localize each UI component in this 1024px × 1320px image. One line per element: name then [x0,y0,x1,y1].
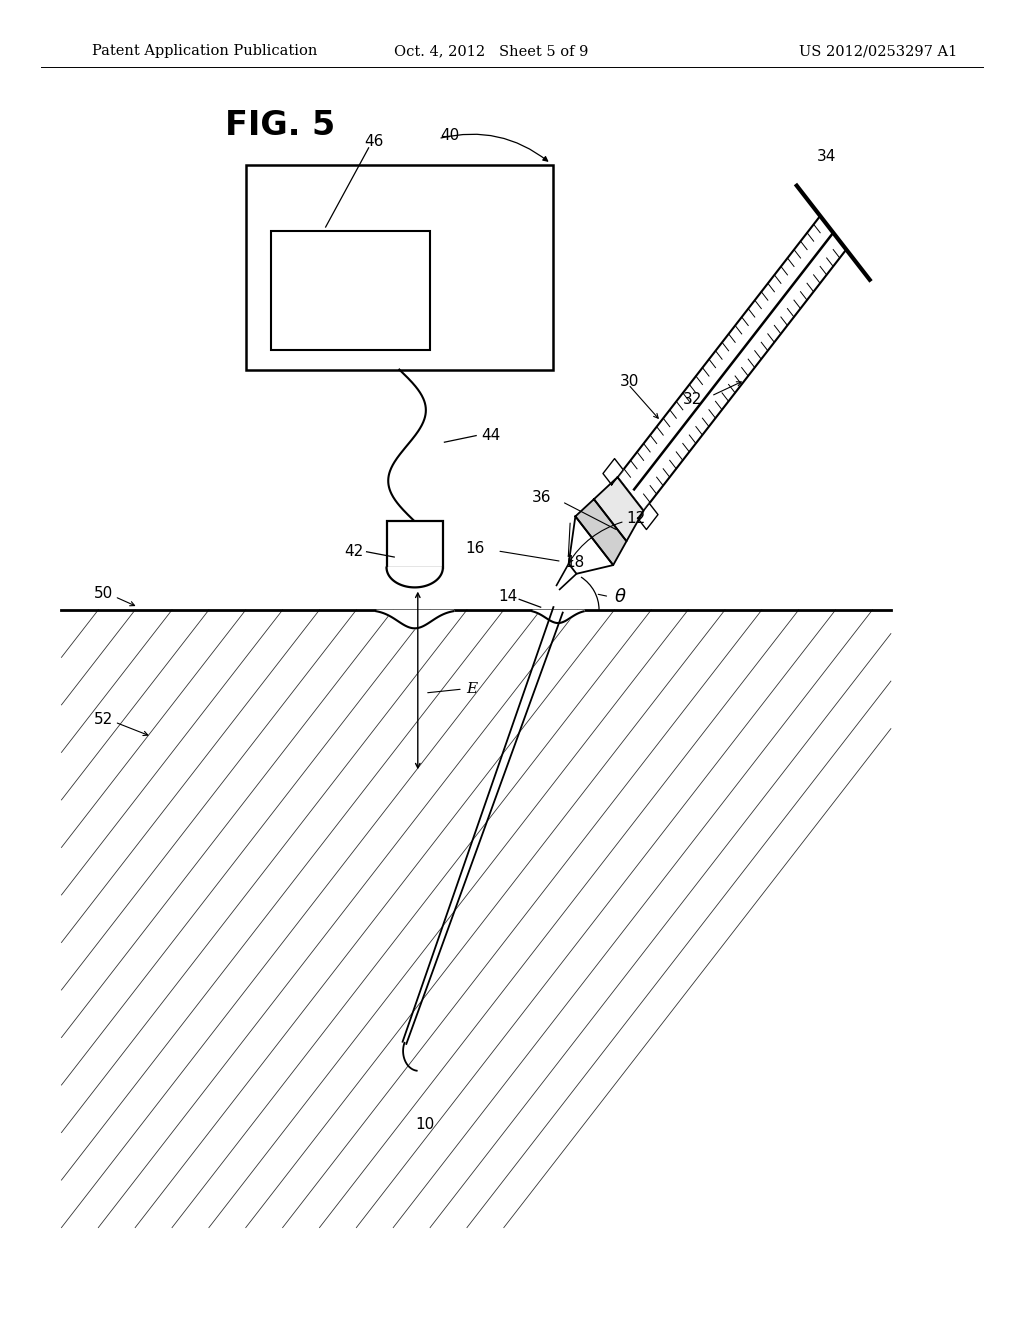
Text: 30: 30 [620,374,639,389]
Bar [246,165,553,370]
Text: 40: 40 [440,128,460,144]
Text: 52: 52 [93,711,113,727]
Text: E: E [466,682,477,696]
Text: Oct. 4, 2012   Sheet 5 of 9: Oct. 4, 2012 Sheet 5 of 9 [394,45,589,58]
Polygon shape [568,516,613,574]
Bar [271,231,430,350]
Text: 50: 50 [93,586,113,602]
Text: 10: 10 [416,1117,434,1133]
Bar [387,521,442,568]
Text: FIG. 5: FIG. 5 [225,108,336,141]
Text: 34: 34 [817,149,837,164]
Text: 14: 14 [498,589,517,605]
Text: 44: 44 [481,428,501,444]
Text: 18: 18 [565,556,585,570]
Text: 36: 36 [532,490,552,506]
Polygon shape [638,503,658,529]
Polygon shape [603,458,624,484]
Polygon shape [575,499,627,565]
Text: Patent Application Publication: Patent Application Publication [92,45,317,58]
Polygon shape [594,478,643,541]
Text: 32: 32 [683,392,701,408]
Text: 16: 16 [466,541,485,556]
Text: 46: 46 [365,133,383,149]
Text: 42: 42 [344,544,364,560]
Polygon shape [387,568,443,587]
Text: 12: 12 [627,511,646,527]
Polygon shape [617,216,846,511]
Text: $\theta$: $\theta$ [614,587,627,606]
Text: US 2012/0253297 A1: US 2012/0253297 A1 [799,45,957,58]
